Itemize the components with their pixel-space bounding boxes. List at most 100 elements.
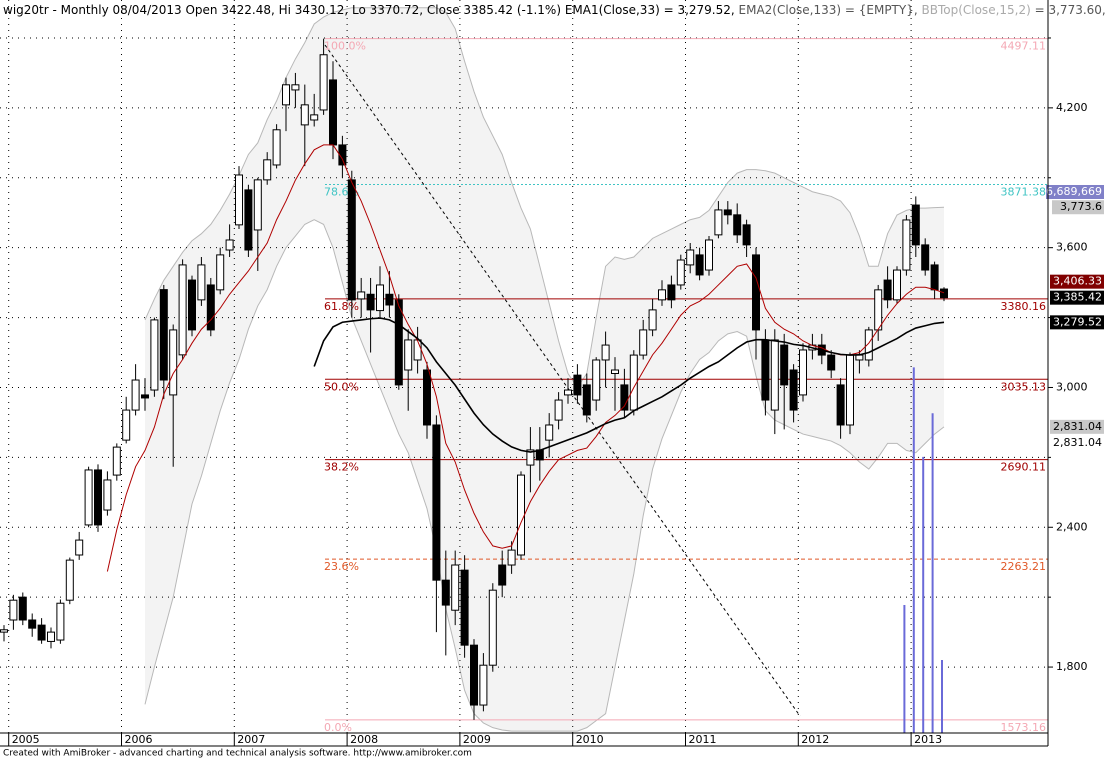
y-tick-label: 2,400 <box>1056 520 1088 533</box>
band-lower-value: 2,831.04 <box>1053 436 1102 449</box>
x-tick-label: 2005 <box>12 733 40 746</box>
candle-body <box>564 389 572 396</box>
candle-body <box>883 279 892 301</box>
fib-value-label: 3871.38 <box>1001 185 1047 198</box>
candle-body <box>150 319 159 391</box>
candle-body <box>470 644 478 706</box>
band-lower <box>144 219 945 732</box>
y-tick-label: 3,000 <box>1056 380 1088 393</box>
band-fill <box>145 7 944 732</box>
candle-body <box>752 254 760 331</box>
candle-body <box>235 174 243 226</box>
candle-body <box>94 469 102 526</box>
candle-body <box>112 446 121 476</box>
band-layer <box>144 7 945 732</box>
title-part: EMA2(Close,133) = {EMPTY}, <box>739 3 922 17</box>
candle-body <box>836 384 845 426</box>
candle-body <box>864 329 873 361</box>
candle-body <box>902 219 911 271</box>
candle-body <box>413 339 422 361</box>
band-upper-tag: 3,773.6 <box>1060 200 1102 213</box>
candle-body <box>582 384 591 416</box>
candle-body <box>216 254 225 291</box>
candle-body <box>855 354 864 361</box>
main-layer <box>0 38 948 733</box>
candle-body <box>667 284 676 301</box>
candle-body <box>611 369 619 374</box>
candle-body <box>103 479 112 511</box>
volume-tag-bg <box>1046 185 1104 199</box>
candle-body <box>658 289 666 301</box>
candle-body <box>592 359 601 401</box>
title-part: wig20tr - Monthly 08/04/2013 Open 3422.4… <box>3 3 565 17</box>
candle-body <box>376 284 384 312</box>
candle-body <box>244 189 253 251</box>
candle-body <box>188 279 196 331</box>
candle-body <box>940 288 948 299</box>
candle-body <box>714 209 723 236</box>
candle-body <box>310 114 319 121</box>
fib-pct-label: 50.0% <box>324 380 359 393</box>
candle-body <box>347 179 356 301</box>
candle-body <box>169 329 178 396</box>
candle-body <box>329 79 337 146</box>
candle-body <box>733 214 742 236</box>
candle-body <box>385 293 394 306</box>
candle-body <box>479 664 488 706</box>
candle-body <box>498 564 507 586</box>
x-tick-label: 2009 <box>463 733 491 746</box>
candle-body <box>686 249 695 266</box>
fib-pct-label: 23.6% <box>324 560 359 573</box>
axis-layer: 1,800 2,400 3,000 3,600 4,200 2005 2006 2007 200… <box>8 37 1104 746</box>
candle-body <box>460 569 469 646</box>
candle-body <box>488 589 497 666</box>
candle-body <box>441 579 450 606</box>
candle-body <box>648 309 657 331</box>
candle-body <box>526 449 535 466</box>
candle-body <box>122 409 131 441</box>
band-upper <box>144 7 945 389</box>
candle-body <box>893 269 901 301</box>
candle-body <box>827 354 836 371</box>
band-lower-tag: 2,831.04 <box>1053 420 1102 433</box>
y-tick-label: 3,600 <box>1056 241 1088 254</box>
fib-value-label: 4497.11 <box>1001 40 1047 53</box>
fib-value-label: 3380.16 <box>1001 300 1047 313</box>
candle-body <box>874 289 883 331</box>
x-tick-label: 2008 <box>350 733 378 746</box>
candle-body <box>742 224 751 246</box>
candle-body <box>319 54 328 111</box>
x-tick-label: 2011 <box>689 733 717 746</box>
overlay-tag: 3,406.33 <box>1053 275 1102 288</box>
candle-body <box>28 619 37 629</box>
candle-body <box>423 369 431 426</box>
candle-body <box>272 129 281 166</box>
overlay-line <box>313 317 945 453</box>
candle-body <box>338 144 347 166</box>
fib-pct-label: 0.0% <box>324 721 352 734</box>
candle-body <box>197 264 206 301</box>
candle-body <box>394 299 403 386</box>
trend-line <box>324 44 801 717</box>
y-tick-label: 1,800 <box>1056 660 1088 673</box>
footer: Created with AmiBroker - advanced charti… <box>3 749 472 759</box>
candle-body <box>930 264 939 291</box>
fib-value-label: 2690.11 <box>1001 461 1047 474</box>
fib-value-label: 1573.16 <box>1001 721 1047 734</box>
candle-body <box>921 244 930 271</box>
candle-body <box>225 239 234 251</box>
x-tick-label: 2010 <box>576 733 604 746</box>
fib-value-label: 3035.13 <box>1001 380 1047 393</box>
close-tag: 3,385.42 <box>1053 291 1102 304</box>
candle-body <box>507 549 516 566</box>
candle-body <box>676 259 685 286</box>
candle-body <box>695 254 704 276</box>
candle-body <box>291 84 300 91</box>
candle-body <box>911 204 920 246</box>
candle-body <box>357 291 366 300</box>
candle-body <box>432 424 441 581</box>
candle-body <box>131 379 140 411</box>
